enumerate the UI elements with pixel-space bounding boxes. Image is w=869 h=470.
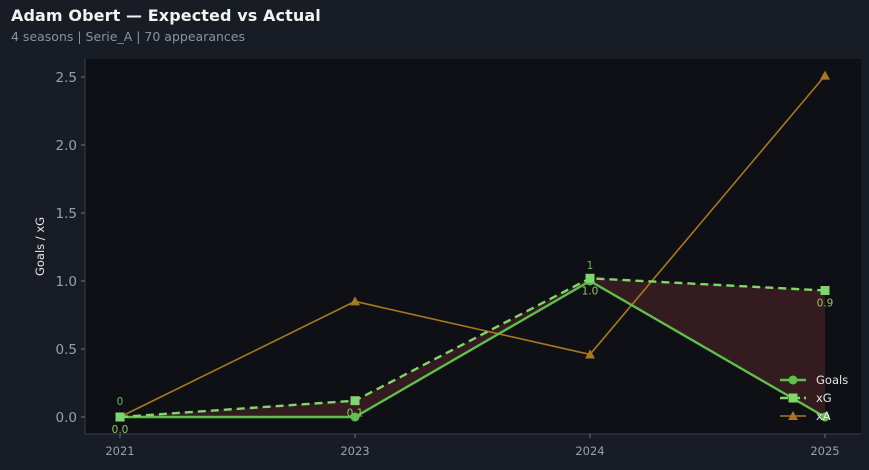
y-tick-label: 0.0	[56, 410, 77, 426]
goals-data-label: 1	[587, 260, 594, 272]
x-tick-label: 2024	[575, 444, 604, 458]
xg-point	[350, 396, 360, 406]
legend-label: xA	[816, 409, 831, 423]
legend-label: xG	[816, 391, 832, 405]
x-tick-label: 2021	[105, 444, 134, 458]
xg-line	[119, 277, 826, 419]
header: Adam Obert — Expected vs Actual 4 season…	[11, 6, 321, 44]
xa-point	[585, 349, 595, 359]
x-ticks: 2021 2023 2024 2025	[105, 434, 840, 458]
xg-point	[585, 273, 595, 283]
series-xg	[115, 273, 830, 422]
y-ticks: 0.0 0.5 1.0 1.5 2.0 2.5	[56, 70, 85, 426]
xg-data-label: 1.0	[582, 285, 599, 297]
y-tick-label: 1.0	[56, 274, 77, 290]
page-subtitle: 4 seasons | Serie_A | 70 appearances	[11, 29, 245, 44]
goals-data-label: 0	[117, 396, 124, 408]
y-tick-label: 1.5	[56, 206, 77, 222]
goals-line	[120, 279, 826, 419]
page-title: Adam Obert — Expected vs Actual	[11, 6, 321, 25]
y-tick-label: 0.5	[56, 342, 77, 358]
xa-point	[350, 296, 360, 306]
xg-point	[820, 286, 830, 296]
y-tick-label: 2.0	[56, 138, 77, 154]
x-tick-label: 2023	[340, 444, 369, 458]
xg-data-label: 0.9	[817, 298, 834, 310]
xa-line	[119, 75, 826, 418]
y-tick-label: 2.5	[56, 70, 77, 86]
legend-label: Goals	[816, 373, 848, 387]
data-labels: 0 1 0.0 0.1 1.0 0.9	[112, 260, 834, 436]
xg-data-label: 0.0	[112, 424, 129, 436]
legend-marker-circle	[788, 375, 798, 385]
xg-data-label: 0.1	[347, 408, 364, 420]
plot-area	[85, 59, 861, 434]
legend: Goals xG xA	[780, 373, 848, 423]
goals-point	[820, 412, 830, 422]
xa-point	[820, 70, 830, 80]
goals-point	[350, 412, 360, 422]
xg-point	[115, 412, 125, 422]
legend-marker-square	[788, 393, 798, 403]
x-tick-label: 2025	[810, 444, 839, 458]
legend-marker-triangle	[788, 411, 798, 420]
y-axis-label: Goals / xG	[33, 217, 47, 276]
